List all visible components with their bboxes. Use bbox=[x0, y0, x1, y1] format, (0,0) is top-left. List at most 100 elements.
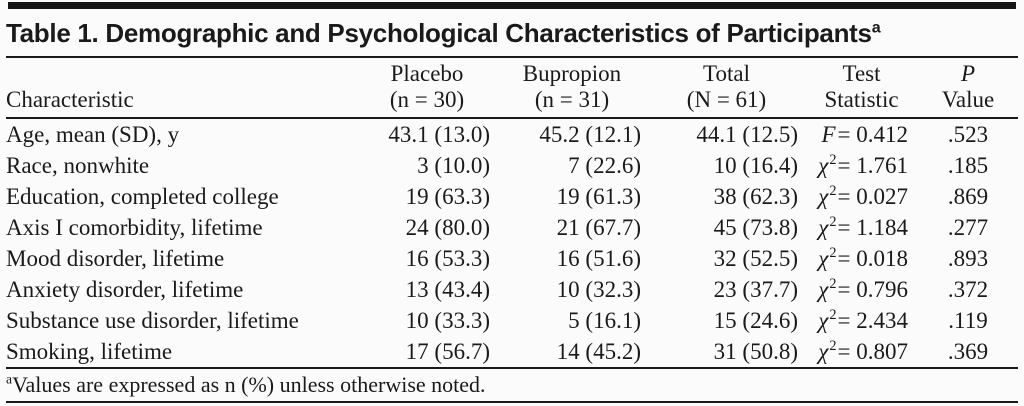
cell-total: 38 (62.3) bbox=[713, 184, 798, 209]
cell-placebo: 19 (63.3) bbox=[405, 184, 490, 209]
cell-characteristic: Race, nonwhite bbox=[6, 153, 150, 178]
cell-bupropion: 19 (61.3) bbox=[556, 184, 641, 209]
cell-characteristic: Substance use disorder, lifetime bbox=[6, 308, 299, 333]
test-symbol: F bbox=[821, 122, 836, 147]
cell-placebo: 13 (43.4) bbox=[405, 277, 490, 302]
test-symbol: χ bbox=[818, 184, 829, 209]
cell-total: 15 (24.6) bbox=[713, 308, 798, 333]
test-value: = 0.412 bbox=[837, 122, 908, 147]
column-header-test-line1: Test bbox=[842, 61, 881, 86]
cell-placebo: 17 (56.7) bbox=[405, 339, 490, 364]
column-header-p-value: P Value bbox=[918, 58, 1018, 117]
footnote-text: Values are expressed as n (%) unless oth… bbox=[12, 372, 486, 397]
column-header-placebo-line1: Placebo bbox=[390, 61, 464, 86]
column-header-bupropion: Bupropion (n = 31) bbox=[496, 58, 648, 117]
cell-characteristic: Anxiety disorder, lifetime bbox=[6, 277, 244, 302]
rule-below-header bbox=[6, 117, 1018, 119]
table-row: Anxiety disorder, lifetime 13 (43.4) 10 … bbox=[6, 274, 1018, 305]
cell-characteristic: Mood disorder, lifetime bbox=[6, 246, 225, 271]
test-exponent: 2 bbox=[829, 276, 837, 293]
cell-bupropion: 7 (22.6) bbox=[568, 153, 641, 178]
participants-table: Characteristic Placebo (n = 30) Bupropion… bbox=[6, 58, 1018, 117]
column-header-p-line2: Value bbox=[941, 87, 995, 112]
cell-total: 32 (52.5) bbox=[713, 246, 798, 271]
table-header: Characteristic Placebo (n = 30) Bupropion… bbox=[6, 58, 1018, 117]
participants-table-body: Age, mean (SD), y 43.1 (13.0) 45.2 (12.1… bbox=[6, 119, 1018, 367]
test-exponent: 2 bbox=[829, 183, 837, 200]
table-row: Education, completed college 19 (63.3) 1… bbox=[6, 181, 1018, 212]
table-row: Age, mean (SD), y 43.1 (13.0) 45.2 (12.1… bbox=[6, 119, 1018, 150]
test-value: = 1.184 bbox=[837, 215, 908, 240]
table-row: Axis I comorbidity, lifetime 24 (80.0) 2… bbox=[6, 212, 1018, 243]
column-header-placebo-line2: (n = 30) bbox=[389, 87, 465, 112]
cell-placebo: 3 (10.0) bbox=[417, 153, 490, 178]
cell-placebo: 10 (33.3) bbox=[405, 308, 490, 333]
cell-test-statistic: χ2= 0.796 bbox=[805, 274, 918, 305]
cell-bupropion: 10 (32.3) bbox=[556, 277, 641, 302]
column-header-p-line1: P bbox=[960, 61, 976, 86]
cell-p-value: .372 bbox=[947, 277, 989, 302]
table-row: Smoking, lifetime 17 (56.7) 14 (45.2) 31… bbox=[6, 336, 1018, 367]
column-header-placebo: Placebo (n = 30) bbox=[358, 58, 496, 117]
cell-total: 45 (73.8) bbox=[713, 215, 798, 240]
table-top-bar bbox=[8, 2, 1016, 9]
test-exponent: 2 bbox=[829, 338, 837, 355]
test-symbol: χ bbox=[818, 153, 829, 178]
rule-below-title bbox=[6, 56, 1018, 58]
test-value: = 1.761 bbox=[837, 153, 908, 178]
column-header-test-line2: Statistic bbox=[824, 87, 899, 112]
column-header-bupropion-line2: (n = 31) bbox=[534, 87, 610, 112]
cell-characteristic: Age, mean (SD), y bbox=[6, 122, 180, 147]
table-footnote: aValues are expressed as n (%) unless ot… bbox=[0, 369, 1024, 401]
cell-test-statistic: χ2= 1.761 bbox=[805, 150, 918, 181]
test-value: = 0.807 bbox=[837, 339, 908, 364]
cell-bupropion: 21 (67.7) bbox=[556, 215, 641, 240]
cell-bupropion: 14 (45.2) bbox=[556, 339, 641, 364]
cell-bupropion: 16 (51.6) bbox=[556, 246, 641, 271]
test-value: = 0.018 bbox=[837, 246, 908, 271]
test-value: = 2.434 bbox=[837, 308, 908, 333]
column-header-characteristic: Characteristic bbox=[6, 87, 134, 112]
cell-p-value: .523 bbox=[947, 122, 989, 147]
test-symbol: χ bbox=[818, 339, 829, 364]
rule-bottom bbox=[6, 401, 1018, 403]
test-symbol: χ bbox=[818, 215, 829, 240]
table-row: Substance use disorder, lifetime 10 (33.… bbox=[6, 305, 1018, 336]
column-header-total: Total (N = 61) bbox=[648, 58, 805, 117]
cell-test-statistic: χ2= 2.434 bbox=[805, 305, 918, 336]
cell-total: 31 (50.8) bbox=[713, 339, 798, 364]
test-symbol: χ bbox=[818, 246, 829, 271]
cell-p-value: .893 bbox=[947, 246, 989, 271]
table-title: Table 1. Demographic and Psychological C… bbox=[0, 9, 1024, 56]
rule-below-body bbox=[6, 367, 1018, 369]
test-exponent: 2 bbox=[829, 245, 837, 262]
cell-test-statistic: χ2= 0.807 bbox=[805, 336, 918, 367]
test-exponent: 2 bbox=[829, 307, 837, 324]
table-title-text: Table 1. Demographic and Psychological C… bbox=[6, 18, 872, 48]
column-header-bupropion-line1: Bupropion bbox=[522, 61, 622, 86]
cell-p-value: .369 bbox=[947, 339, 989, 364]
table-header-row: Characteristic Placebo (n = 30) Bupropion… bbox=[6, 58, 1018, 117]
cell-placebo: 43.1 (13.0) bbox=[388, 122, 490, 147]
test-value: = 0.027 bbox=[837, 184, 908, 209]
cell-bupropion: 45.2 (12.1) bbox=[539, 122, 641, 147]
cell-test-statistic: χ2= 0.018 bbox=[805, 243, 918, 274]
column-header-total-line2: (N = 61) bbox=[686, 87, 767, 112]
table-title-footnote-marker: a bbox=[871, 18, 881, 37]
test-value: = 0.796 bbox=[837, 277, 908, 302]
test-exponent: 2 bbox=[829, 152, 837, 169]
cell-characteristic: Education, completed college bbox=[6, 184, 279, 209]
cell-total: 10 (16.4) bbox=[713, 153, 798, 178]
cell-characteristic: Smoking, lifetime bbox=[6, 339, 173, 364]
cell-total: 44.1 (12.5) bbox=[696, 122, 798, 147]
column-header-total-line1: Total bbox=[703, 61, 750, 86]
cell-p-value: .869 bbox=[947, 184, 989, 209]
cell-p-value: .277 bbox=[947, 215, 989, 240]
cell-p-value: .185 bbox=[947, 153, 989, 178]
column-header-test-statistic: Test Statistic bbox=[805, 58, 918, 117]
test-exponent: 2 bbox=[829, 214, 837, 231]
cell-bupropion: 5 (16.1) bbox=[568, 308, 641, 333]
cell-test-statistic: χ2= 0.027 bbox=[805, 181, 918, 212]
test-symbol: χ bbox=[818, 277, 829, 302]
cell-test-statistic: χ2= 1.184 bbox=[805, 212, 918, 243]
